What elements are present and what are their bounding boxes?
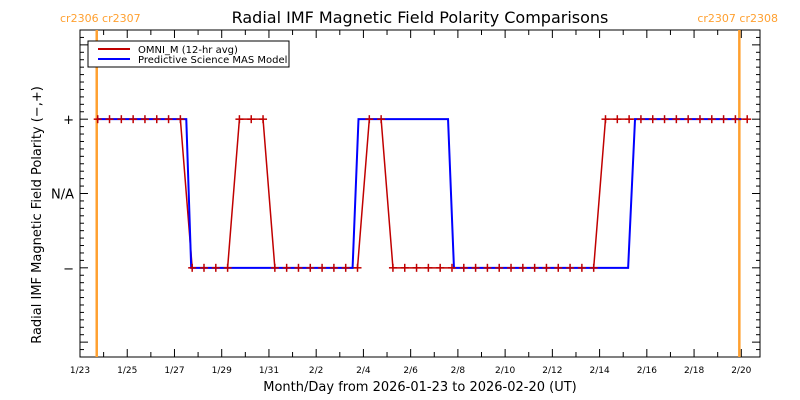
omni-data-point — [648, 115, 657, 124]
x-tick-label: 1/29 — [212, 366, 232, 376]
omni-data-point — [259, 115, 268, 124]
omni-data-point — [294, 263, 303, 272]
legend-label: Predictive Science MAS Model — [138, 55, 287, 66]
x-tick-label: 2/16 — [637, 366, 657, 376]
omni-data-point — [282, 263, 291, 272]
omni-data-point — [660, 115, 669, 124]
omni-data-point — [471, 263, 480, 272]
axes: 1/23 1/25 1/27 1/29 1/31 2/2 2/4 2/6 2/8 2/10 2/12… — [51, 29, 761, 376]
omni-data-point — [719, 115, 728, 124]
mas-model-series-line — [96, 118, 742, 269]
y-tick-label: + — [63, 113, 74, 128]
omni-data-point — [140, 115, 149, 124]
omni-data-point — [223, 263, 232, 272]
omni-data-point — [483, 263, 492, 272]
y-axis-label: Radial IMF Magnetic Field Polarity (−,+) — [30, 86, 45, 344]
omni-data-point — [235, 115, 244, 124]
omni-data-point — [625, 115, 634, 124]
omni-data-point — [117, 115, 126, 124]
omni-data-point — [542, 263, 551, 272]
omni-data-point — [447, 263, 456, 272]
x-tick-label: 2/6 — [403, 366, 418, 376]
omni-data-point — [388, 263, 397, 272]
omni-data-point — [530, 263, 539, 272]
x-tick-label: 1/23 — [70, 366, 90, 376]
x-tick-label: 2/18 — [684, 366, 704, 376]
omni-data-point — [459, 263, 468, 272]
omni-data-point — [589, 263, 598, 272]
x-tick-label: 2/20 — [731, 366, 751, 376]
omni-data-point — [424, 263, 433, 272]
x-tick-label: 2/8 — [451, 366, 466, 376]
carrington-label: cr2307 cr2308 — [697, 12, 778, 25]
omni-data-point — [707, 115, 716, 124]
omni-data-point — [341, 263, 350, 272]
omni-data-point — [684, 115, 693, 124]
omni-series-line — [97, 118, 748, 269]
omni-data-point — [377, 115, 386, 124]
omni-data-point — [601, 115, 610, 124]
omni-data-point — [566, 263, 575, 272]
chart-title: Radial IMF Magnetic Field Polarity Compa… — [232, 8, 609, 27]
omni-data-point — [731, 115, 740, 124]
omni-data-point — [436, 263, 445, 272]
x-tick-label: 2/14 — [589, 366, 609, 376]
omni-data-point — [695, 115, 704, 124]
omni-data-point — [636, 115, 645, 124]
omni-data-point — [577, 263, 586, 272]
omni-data-point — [507, 263, 516, 272]
omni-data-point — [93, 115, 102, 124]
omni-data-point — [400, 263, 409, 272]
x-tick-label: 2/4 — [356, 366, 371, 376]
x-tick-label: 2/10 — [495, 366, 515, 376]
plot-frame — [79, 29, 761, 358]
omni-data-point — [270, 263, 279, 272]
x-tick-label: 2/2 — [309, 366, 323, 376]
omni-data-point — [105, 115, 114, 124]
x-tick-label: 2/12 — [542, 366, 562, 376]
omni-data-point — [306, 263, 315, 272]
carrington-markers: cr2306 cr2307 cr2307 cr2308 — [60, 12, 778, 357]
omni-data-point — [672, 115, 681, 124]
omni-data-point — [743, 115, 752, 124]
carrington-label: cr2306 cr2307 — [60, 12, 141, 25]
omni-data-point — [164, 115, 173, 124]
x-tick-label: 1/25 — [117, 366, 137, 376]
legend-box — [87, 40, 290, 68]
omni-data-point — [152, 115, 161, 124]
omni-data-point — [129, 115, 138, 124]
series-layer — [93, 115, 752, 272]
omni-data-point — [199, 263, 208, 272]
omni-data-point — [329, 263, 338, 272]
omni-data-point — [365, 115, 374, 124]
legend: OMNI_M (12-hr avg)Predictive Science MAS… — [87, 40, 290, 68]
omni-data-point — [518, 263, 527, 272]
omni-data-point — [412, 263, 421, 272]
omni-data-point — [318, 263, 327, 272]
omni-data-point — [554, 263, 563, 272]
legend-label: OMNI_M (12-hr avg) — [138, 45, 238, 56]
omni-data-point — [247, 115, 256, 124]
x-tick-label: 1/31 — [259, 366, 279, 376]
omni-data-point — [211, 263, 220, 272]
omni-data-point — [353, 263, 362, 272]
y-tick-label: − — [63, 262, 74, 277]
omni-data-point — [613, 115, 622, 124]
y-tick-label: N/A — [51, 188, 74, 203]
omni-data-point — [188, 263, 197, 272]
omni-data-point — [176, 115, 185, 124]
x-axis-label: Month/Day from 2026-01-23 to 2026-02-20 … — [263, 380, 576, 395]
omni-data-point — [495, 263, 504, 272]
x-tick-label: 1/27 — [164, 366, 184, 376]
